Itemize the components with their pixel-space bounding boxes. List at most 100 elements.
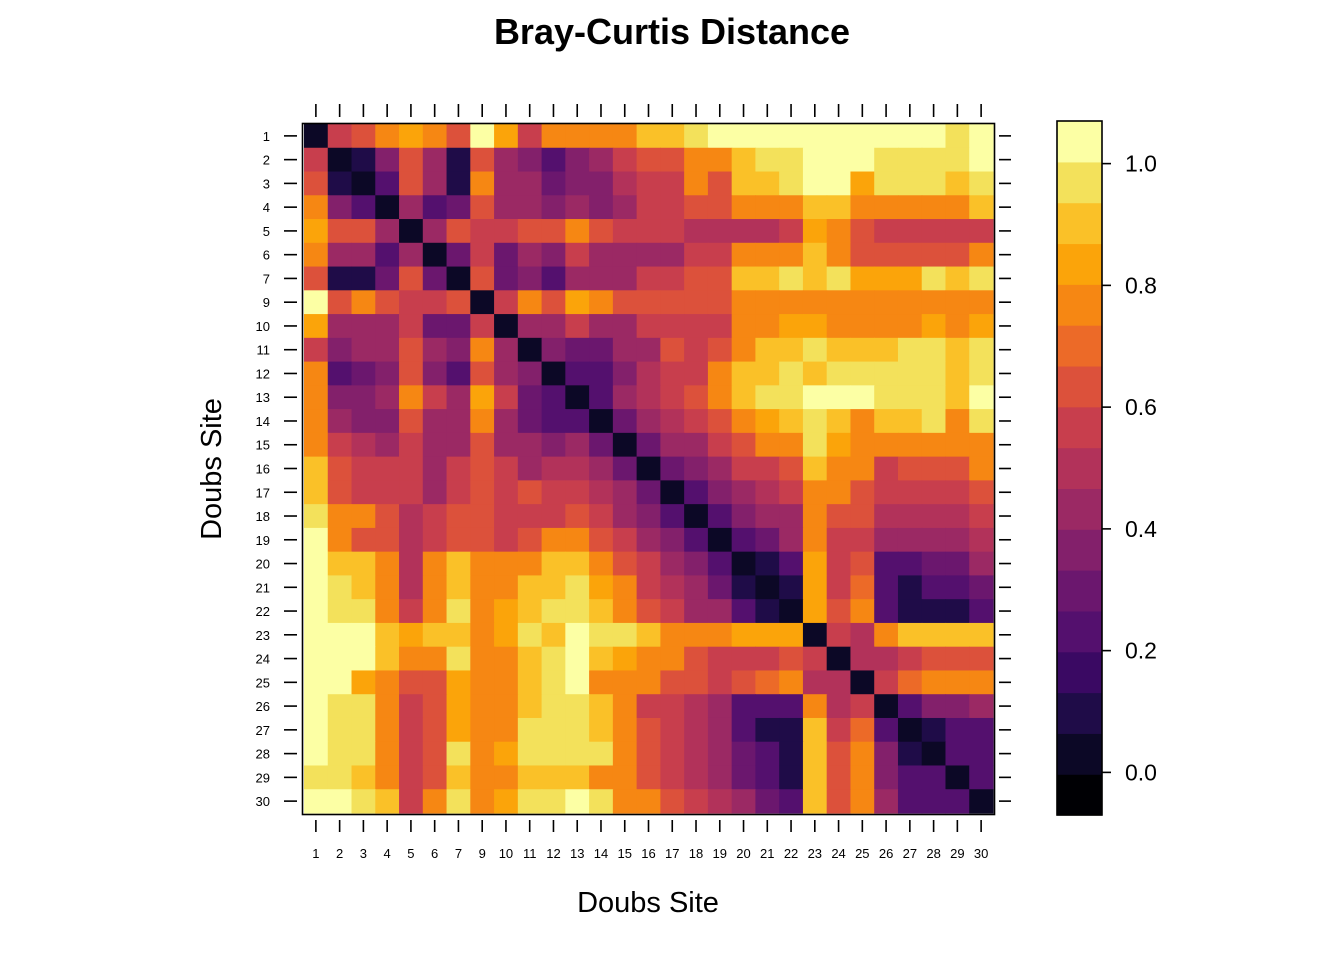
heatmap-cell — [755, 409, 780, 434]
heatmap-cell — [731, 124, 757, 149]
heatmap-cell — [541, 765, 566, 790]
x-tick-label: 1 — [312, 846, 319, 861]
heatmap-cell — [494, 432, 519, 458]
heatmap-cell — [422, 551, 448, 577]
heatmap-cell — [897, 171, 923, 196]
heatmap-cell — [850, 717, 875, 743]
heatmap-cell — [422, 124, 448, 149]
heatmap-cell — [565, 124, 590, 149]
heatmap-cell — [446, 266, 471, 291]
heatmap-cell — [755, 124, 780, 149]
heatmap-cell — [494, 789, 519, 814]
heatmap-cell — [636, 171, 661, 196]
heatmap-cell — [636, 219, 661, 244]
heatmap-cell — [589, 741, 614, 767]
heatmap-cell — [494, 456, 519, 481]
heatmap-cell — [921, 480, 947, 505]
heatmap-cell — [826, 266, 852, 291]
heatmap-cell — [470, 504, 495, 529]
heatmap-cell — [731, 670, 757, 695]
heatmap-cell — [304, 694, 329, 719]
heatmap-cell — [446, 551, 471, 577]
heatmap-cell — [565, 337, 590, 363]
heatmap-cell — [470, 622, 495, 648]
heatmap-cell — [375, 456, 400, 481]
heatmap-cell — [304, 385, 329, 410]
heatmap-cell — [517, 789, 543, 814]
heatmap-cell — [612, 527, 638, 553]
heatmap-cell — [802, 622, 828, 648]
heatmap-cell — [304, 575, 329, 600]
heatmap-cell — [541, 456, 566, 481]
heatmap-cell — [517, 741, 543, 767]
heatmap-cell — [945, 147, 970, 173]
heatmap-cell — [304, 789, 329, 814]
heatmap-cell — [969, 646, 994, 672]
heatmap-cell — [541, 314, 566, 339]
heatmap-cell — [351, 337, 376, 363]
heatmap-cell — [589, 337, 614, 363]
colorbar-swatch — [1057, 570, 1102, 612]
heatmap-cell — [351, 527, 376, 553]
heatmap-cell — [446, 432, 471, 458]
heatmap-cell — [375, 337, 400, 363]
heatmap-cell — [399, 456, 424, 481]
heatmap-cell — [636, 314, 661, 339]
heatmap-cell — [494, 195, 519, 220]
heatmap-cell — [969, 361, 994, 386]
heatmap-cell — [945, 385, 970, 410]
heatmap-cell — [802, 789, 828, 814]
heatmap-cell — [969, 741, 994, 767]
heatmap-cell — [945, 480, 970, 505]
heatmap-cell — [565, 409, 590, 434]
heatmap-cell — [422, 670, 448, 695]
heatmap-cell — [422, 622, 448, 648]
heatmap-cell — [707, 219, 733, 244]
heatmap-cell — [612, 646, 638, 672]
heatmap-cell — [850, 575, 875, 600]
heatmap-cell — [351, 789, 376, 814]
heatmap-cell — [589, 242, 614, 268]
heatmap-cell — [969, 599, 994, 624]
heatmap-cell — [969, 527, 994, 553]
heatmap-cell — [850, 504, 875, 529]
heatmap-cell — [874, 242, 899, 268]
heatmap-cell — [921, 266, 947, 291]
heatmap-cell — [351, 195, 376, 220]
heatmap-cell — [422, 147, 448, 173]
heatmap-cell — [755, 504, 780, 529]
heatmap-cell — [446, 456, 471, 481]
heatmap-cell — [850, 480, 875, 505]
heatmap-cell — [541, 551, 566, 577]
heatmap-cell — [375, 741, 400, 767]
heatmap-cell — [921, 361, 947, 386]
heatmap-cell — [802, 385, 828, 410]
heatmap-cell — [304, 195, 329, 220]
heatmap-cell — [422, 575, 448, 600]
heatmap-cell — [422, 480, 448, 505]
heatmap-cell — [446, 147, 471, 173]
heatmap-cell — [921, 527, 947, 553]
heatmap-cell — [826, 789, 852, 814]
heatmap-cell — [541, 694, 566, 719]
heatmap-cell — [517, 171, 543, 196]
heatmap-cell — [684, 266, 709, 291]
heatmap-cell — [969, 124, 994, 149]
heatmap-cell — [802, 409, 828, 434]
heatmap-cell — [897, 361, 923, 386]
heatmap-cell — [707, 361, 733, 386]
heatmap-cell — [897, 195, 923, 220]
heatmap-cell — [565, 171, 590, 196]
heatmap-cell — [375, 575, 400, 600]
heatmap-cell — [565, 385, 590, 410]
heatmap-cell — [921, 337, 947, 363]
heatmap-cell — [541, 337, 566, 363]
heatmap-cell — [399, 622, 424, 648]
heatmap-cell — [660, 527, 685, 553]
heatmap-cell — [327, 337, 353, 363]
heatmap-cell — [541, 266, 566, 291]
heatmap-cell — [327, 195, 353, 220]
heatmap-cell — [470, 124, 495, 149]
heatmap-cell — [517, 480, 543, 505]
heatmap-cell — [541, 409, 566, 434]
